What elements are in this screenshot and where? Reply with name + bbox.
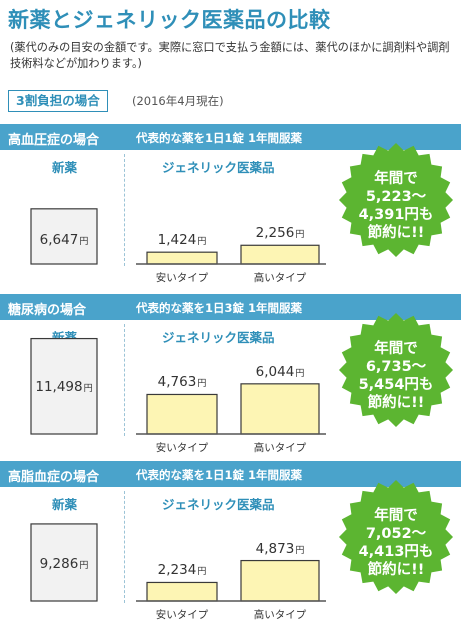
savings-seal: 年間で 6,735〜 5,454円も 節約に!! <box>338 312 454 428</box>
category-label: 高いタイプ <box>253 272 307 284</box>
yen-unit: 円 <box>79 237 89 247</box>
yen-unit: 円 <box>197 379 207 390</box>
yen-unit: 円 <box>295 545 305 556</box>
savings-seal: 年間で 5,223〜 4,391円も 節約に!! <box>338 142 454 258</box>
savings-seal: 年間で 7,052〜 4,413円も 節約に!! <box>338 479 454 595</box>
value-label: 1,424円 <box>158 232 207 248</box>
savings-line: 年間で <box>374 341 418 357</box>
savings-text: 年間で 5,223〜 4,391円も 節約に!! <box>338 170 454 242</box>
value-label: 4,763円 <box>158 374 207 390</box>
price-note: (薬代のみの目安の金額です。実際に窓口で支払う金額には、薬代のほかに調剤料や調剤… <box>10 41 450 70</box>
section-title: 高血圧症の場合 <box>8 133 100 148</box>
divider-line <box>124 154 125 266</box>
bar-new-drug <box>30 208 98 265</box>
section-description: 代表的な薬を1日3錠 1年間服薬 <box>136 301 303 315</box>
date-note: (2016年4月現在) <box>132 94 224 108</box>
savings-line: 4,391円も <box>358 207 434 223</box>
savings-line: 7,052〜 <box>365 526 427 542</box>
savings-line: 4,413円も <box>358 544 434 560</box>
yen-unit: 円 <box>197 567 207 578</box>
bar-plot <box>30 337 326 435</box>
category-label: 高いタイプ <box>253 442 307 454</box>
bar-cheap-generic <box>146 251 218 265</box>
burden-badge: 3割負担の場合 <box>8 90 108 112</box>
section-title: 高脂血症の場合 <box>8 470 100 485</box>
savings-line: 年間で <box>374 171 418 187</box>
category-label: 安いタイプ <box>155 442 209 454</box>
bar-expensive-generic <box>240 244 320 265</box>
value-label: 2,256円 <box>256 225 305 241</box>
savings-line: 6,735〜 <box>365 359 427 375</box>
divider-line <box>124 324 125 436</box>
category-label: 安いタイプ <box>155 609 209 621</box>
bar-expensive-generic <box>240 559 320 602</box>
chart-section: 高脂血症の場合 代表的な薬を1日1錠 1年間服薬 新薬 ジェネリック医薬品 9,286円… <box>0 461 461 627</box>
savings-line: 節約に!! <box>367 395 425 411</box>
category-label: 安いタイプ <box>155 272 209 284</box>
value-number: 2,256 <box>255 225 295 242</box>
value-label: 4,873円 <box>256 541 305 557</box>
savings-line: 5,223〜 <box>365 189 427 205</box>
value-number: 11,498 <box>35 378 83 395</box>
value-number: 6,647 <box>39 232 79 248</box>
seal-shape <box>339 480 453 594</box>
value-number: 4,873 <box>255 540 295 557</box>
value-label: 9,286円 <box>40 556 89 572</box>
savings-line: 節約に!! <box>367 562 425 578</box>
seal-burst <box>339 143 453 257</box>
new-drug-label: 新薬 <box>52 497 78 512</box>
yen-unit: 円 <box>295 230 305 241</box>
seal-shape <box>339 313 453 427</box>
chart-section: 糖尿病の場合 代表的な薬を1日3錠 1年間服薬 新薬 ジェネリック医薬品 11,498円… <box>0 294 461 460</box>
section-header: 高脂血症の場合 代表的な薬を1日1錠 1年間服薬 <box>0 461 461 487</box>
bar-new-drug <box>30 337 98 435</box>
value-number: 2,234 <box>157 562 197 579</box>
bar-new-drug <box>30 523 98 602</box>
value-label: 6,044円 <box>256 364 305 380</box>
seal-burst <box>339 313 453 427</box>
value-number: 1,424 <box>157 232 197 249</box>
savings-text: 年間で 7,052〜 4,413円も 節約に!! <box>338 507 454 579</box>
bar-expensive-generic <box>240 383 320 435</box>
savings-line: 節約に!! <box>367 225 425 241</box>
savings-text: 年間で 6,735〜 5,454円も 節約に!! <box>338 340 454 412</box>
yen-unit: 円 <box>197 237 207 248</box>
section-header: 糖尿病の場合 代表的な薬を1日3錠 1年間服薬 <box>0 294 461 320</box>
value-number: 9,286 <box>39 556 79 573</box>
yen-unit: 円 <box>83 383 93 394</box>
category-label: 高いタイプ <box>253 609 307 621</box>
value-number: 6,044 <box>255 363 295 380</box>
seal-burst <box>339 480 453 594</box>
bar-plot <box>30 208 326 265</box>
generic-label: ジェネリック医薬品 <box>162 330 275 345</box>
bar-plot <box>30 523 326 602</box>
yen-unit: 円 <box>295 368 305 379</box>
divider-line <box>124 491 125 603</box>
chart-section: 高血圧症の場合 代表的な薬を1日1錠 1年間服薬 新薬 ジェネリック医薬品 6,647円… <box>0 124 461 290</box>
savings-line: 5,454円も <box>358 377 434 393</box>
section-description: 代表的な薬を1日1錠 1年間服薬 <box>136 468 303 482</box>
seal-shape <box>339 143 453 257</box>
value-label: 6,647円 <box>40 232 89 248</box>
value-label: 2,234円 <box>158 562 207 578</box>
generic-label: ジェネリック医薬品 <box>162 497 275 512</box>
generic-label: ジェネリック医薬品 <box>162 160 275 175</box>
section-description: 代表的な薬を1日1錠 1年間服薬 <box>136 131 303 145</box>
bar-cheap-generic <box>146 393 218 435</box>
value-number: 4,763 <box>157 374 197 391</box>
section-title: 糖尿病の場合 <box>8 303 87 318</box>
value-label: 11,498円 <box>35 379 92 395</box>
new-drug-label: 新薬 <box>52 160 78 175</box>
savings-line: 年間で <box>374 508 418 524</box>
page-title: 新薬とジェネリック医薬品の比較 <box>8 8 331 32</box>
section-header: 高血圧症の場合 代表的な薬を1日1錠 1年間服薬 <box>0 124 461 150</box>
yen-unit: 円 <box>79 561 89 572</box>
bar-cheap-generic <box>146 581 218 602</box>
